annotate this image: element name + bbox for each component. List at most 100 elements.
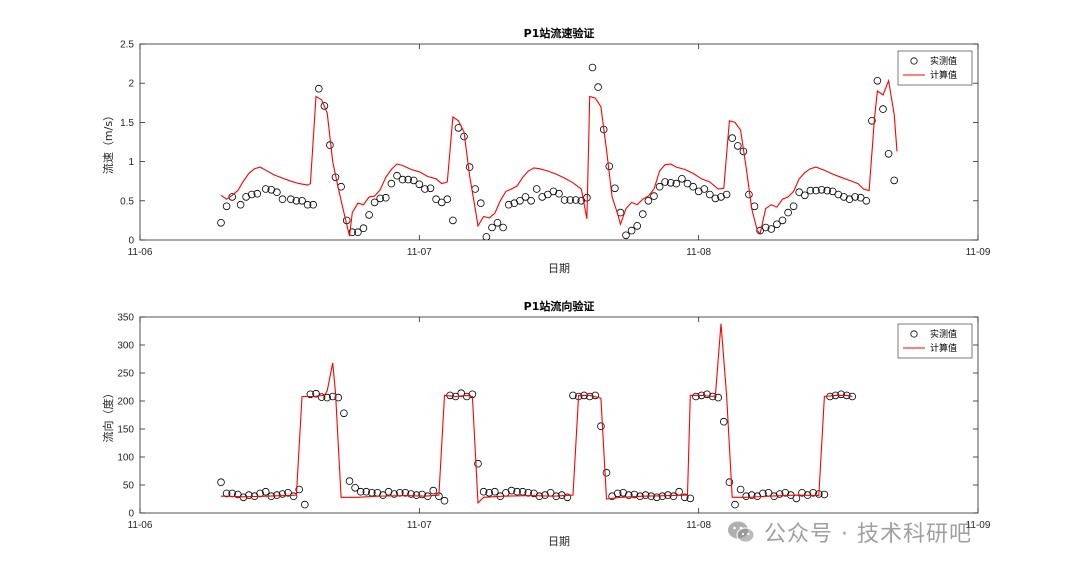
data-point-measured [401,488,410,497]
data-point-measured [415,180,424,189]
data-point-measured [683,179,692,188]
data-point-measured [247,190,256,199]
data-point-measured [555,189,563,198]
data-point-measured [666,179,675,187]
data-point-measured [300,500,309,509]
y-axis-label: 流向（度） [101,388,115,443]
data-point-measured [426,184,435,193]
data-point-measured [747,491,756,499]
data-point-measured [848,392,857,401]
legend-label: 实测值 [930,328,957,340]
data-point-measured [482,233,491,240]
data-point-measured [314,84,323,93]
data-point-measured [334,393,343,402]
data-point-measured [627,226,636,235]
data-point-measured [381,193,390,202]
data-point-measured [722,190,731,199]
data-point-measured [390,490,399,498]
data-point-measured [273,188,281,197]
data-point-measured [781,488,790,497]
data-point-measured [429,486,438,495]
x-tick-label: 11-09 [966,520,991,531]
x-tick-label: 11-06 [128,247,153,258]
data-point-measured [432,195,440,204]
x-tick-label: 11-06 [128,520,153,531]
data-point-measured [856,193,865,202]
data-point-measured [245,491,253,499]
y-tick-label: 50 [123,481,135,492]
data-point-measured [474,459,482,468]
data-point-measured [354,228,362,237]
data-point-measured [873,77,882,85]
x-axis-label: 日期 [548,535,570,548]
data-point-measured [650,192,658,200]
data-point-measured [736,485,745,494]
data-point-measured [862,197,871,205]
x-tick-label: 11-08 [686,247,711,258]
data-point-measured [828,187,837,196]
data-point-measured [761,223,770,232]
data-point-measured [597,422,605,431]
series-line-calculated [221,323,853,505]
data-point-measured [605,162,614,171]
watermark: 公众号 · 技术科研吧 [726,516,972,548]
data-point-measured [476,199,485,208]
data-point-measured [217,219,225,227]
axes-box [139,316,979,514]
data-point-measured [393,171,401,180]
x-tick-label: 11-08 [686,520,711,531]
data-point-measured [884,150,893,158]
data-point-measured [543,190,552,199]
data-point-measured [733,142,742,150]
y-tick-label: 2.5 [120,40,134,51]
data-point-measured [812,186,820,195]
data-point-measured [680,493,689,502]
data-point-measured [569,391,577,400]
data-point-measured [351,483,359,492]
chart-flow-speed: 0 0.5 1 1.5 2 2.5 11-06 11-07 11-08 11-09 P1站流速验证日… [101,26,991,275]
data-point-measured [222,202,231,211]
data-point-measured [289,492,298,501]
data-point-measured [261,185,270,193]
axes-box [139,43,979,241]
data-point-measured [725,478,734,487]
data-point-measured [560,196,569,204]
data-point-measured [295,485,304,494]
data-point-measured [303,200,312,209]
data-point-measured [630,490,639,499]
data-point-measured [443,195,452,204]
data-point-measured [731,500,739,509]
data-point-measured [345,477,354,485]
data-point-measured [714,393,722,402]
x-tick-label: 11-07 [407,520,432,531]
data-point-measured [795,188,803,197]
data-point-measured [437,198,446,207]
data-point-measured [507,486,516,495]
data-point-measured [488,223,496,232]
data-point-measured [778,216,787,225]
y-tick-label: 350 [117,313,134,324]
data-point-measured [370,198,379,207]
legend-swatch-marker [910,57,918,65]
data-point-measured [421,185,429,193]
y-tick-label: 300 [117,341,134,352]
data-point-measured [379,491,387,499]
data-point-measured [527,197,535,205]
y-axis-label: 流速（m/s） [101,110,115,174]
legend-box [897,50,973,86]
data-point-measured [278,490,287,498]
data-point-measured [775,490,784,498]
data-point-measured [228,193,237,201]
data-point-measured [292,197,301,205]
data-point-measured [359,224,368,233]
x-axis-label: 日期 [548,262,570,275]
data-point-measured [493,219,502,227]
data-point-measured [672,179,681,188]
y-tick-label: 150 [117,425,134,436]
data-point-measured [675,487,683,496]
chart-flow-direction: 0 50 100 150 200 250 300 350 11-06 11-07 11-08 11-0… [101,299,991,548]
data-point-measured [669,492,678,501]
data-point-measured [700,185,709,193]
